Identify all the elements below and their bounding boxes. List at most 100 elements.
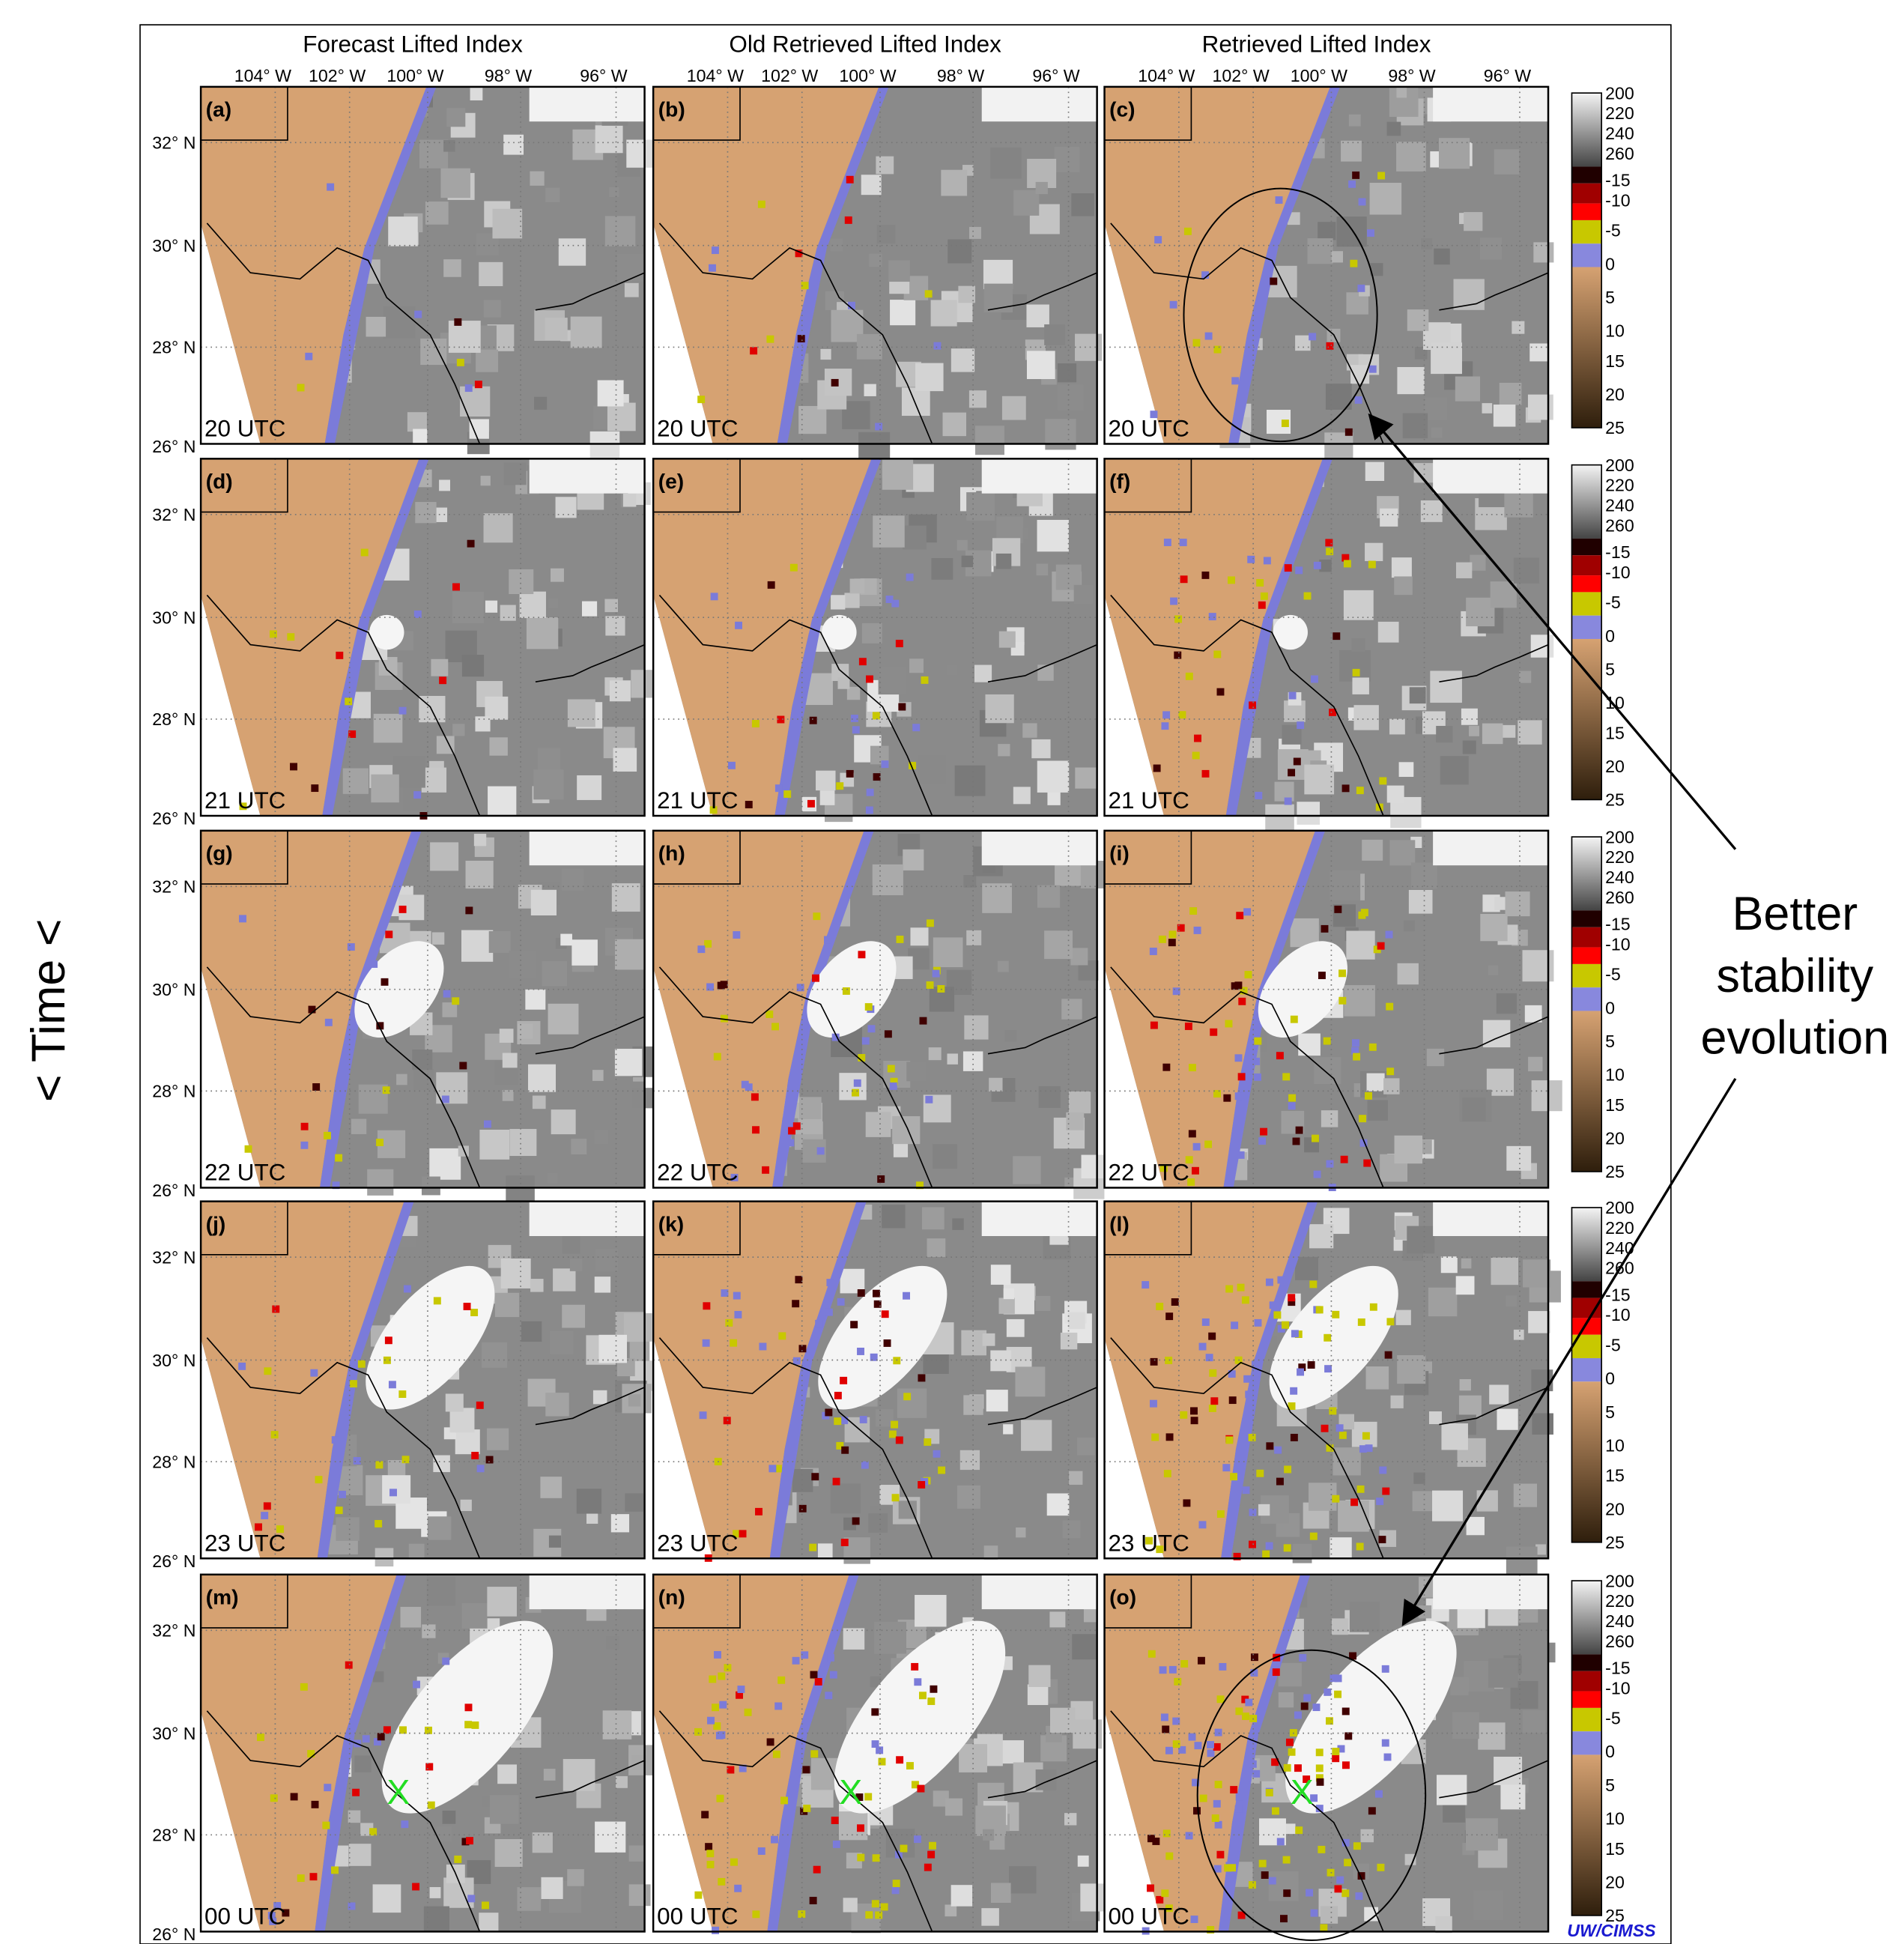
cloud-texture [383, 306, 416, 339]
unstable-pixel [916, 1181, 924, 1190]
cloud-texture [864, 384, 876, 396]
cloud-texture [569, 1259, 583, 1271]
unstable-pixel [1207, 1749, 1215, 1757]
unstable-pixel [1341, 1761, 1350, 1769]
cloud-texture [1336, 216, 1367, 247]
unstable-pixel [1310, 1909, 1318, 1917]
unstable-pixel [1156, 1895, 1164, 1904]
cloud-texture [958, 285, 976, 303]
unstable-pixel [1194, 734, 1201, 742]
unstable-pixel [1213, 345, 1222, 354]
convective-cloud [381, 1620, 554, 1814]
border-line [206, 222, 645, 444]
cloud-texture [351, 1118, 367, 1134]
cloud-texture [408, 1543, 425, 1560]
cloud-texture [1512, 321, 1525, 334]
unstable-pixel [1236, 912, 1244, 920]
cloud-texture [844, 593, 860, 608]
cloud-texture [909, 658, 924, 673]
cloud-texture [431, 932, 445, 945]
unstable-pixel [1154, 236, 1162, 244]
unstable-pixel [1188, 1130, 1196, 1138]
unstable-pixel [871, 1708, 879, 1716]
unstable-pixel [1310, 1794, 1318, 1802]
cloud-texture [1026, 304, 1049, 327]
unstable-pixel [1295, 566, 1303, 575]
cloud-texture [921, 1207, 945, 1230]
unstable-pixel [1303, 1775, 1311, 1784]
unstable-pixel [1188, 1064, 1196, 1072]
colorbar-segment [1571, 1654, 1602, 1671]
unstable-pixel [1224, 1864, 1232, 1872]
cloud-texture [563, 1759, 595, 1791]
cloud-texture [1522, 1710, 1546, 1733]
colorbar-label: 25 [1605, 1162, 1625, 1181]
unstable-pixel [1165, 1356, 1173, 1364]
cloud-texture [613, 748, 637, 772]
unstable-pixel [1189, 907, 1198, 915]
cloud-texture [830, 238, 843, 252]
unstable-pixel [1324, 1365, 1333, 1373]
colorbar-label: 15 [1605, 351, 1625, 371]
unstable-pixel [297, 1874, 305, 1883]
panel-letter: (j) [206, 1212, 226, 1235]
unstable-pixel [413, 791, 422, 799]
unstable-pixel [1351, 1047, 1359, 1055]
unstable-pixel [1332, 1495, 1340, 1503]
colorbar-label: 20 [1605, 1129, 1625, 1148]
cloud-texture [1455, 376, 1480, 402]
cloud-texture [486, 1428, 509, 1450]
unstable-pixel [1276, 1838, 1285, 1846]
cloud-texture [433, 1455, 450, 1473]
unstable-pixel [1284, 797, 1292, 805]
cloud-texture [903, 525, 927, 550]
unstable-pixel [443, 990, 451, 998]
unstable-pixel [324, 1784, 332, 1792]
cloud-texture [819, 790, 835, 805]
unstable-pixel [1213, 1090, 1221, 1097]
colorbar-label: 220 [1605, 847, 1634, 867]
cloud-texture [533, 769, 564, 800]
time-label: 00 UTC [1109, 1904, 1189, 1930]
unstable-pixel [826, 1279, 834, 1287]
panel-border [652, 1200, 1098, 1560]
unstable-pixel [859, 1416, 867, 1423]
panel-border [1103, 829, 1550, 1189]
cloud-texture [975, 426, 1004, 455]
cloud-texture [1450, 1677, 1469, 1695]
cloud-texture [1434, 248, 1450, 265]
cloud-texture [530, 889, 557, 915]
unstable-pixel [315, 1476, 323, 1484]
location-marker: X [839, 1772, 862, 1811]
cloud-texture [1037, 760, 1070, 793]
colorbar-segment [1571, 963, 1602, 988]
unstable-pixel [1158, 935, 1166, 943]
colorbar-label: 15 [1605, 1466, 1625, 1486]
time-label: 22 UTC [657, 1160, 738, 1186]
unstable-pixel [1280, 1915, 1288, 1923]
cloud-top [981, 830, 1097, 866]
cloud-texture [1395, 1309, 1411, 1325]
cloud-texture [506, 1175, 535, 1205]
cloud-texture [1461, 1258, 1472, 1269]
colorbar-label: 10 [1605, 321, 1625, 341]
cloud-texture [1287, 212, 1300, 225]
cloud-texture [1394, 576, 1413, 596]
unstable-pixel [825, 1308, 833, 1316]
unstable-pixel [357, 1360, 366, 1368]
cloud-texture [530, 1279, 544, 1292]
unstable-pixel [471, 1721, 479, 1729]
unstable-pixel [1168, 939, 1176, 947]
cloud-texture [933, 937, 963, 968]
unstable-pixel [1265, 1788, 1273, 1796]
unstable-pixel [840, 1417, 849, 1425]
unstable-pixel [1213, 1865, 1222, 1873]
panel-letter: (c) [1109, 98, 1135, 121]
colorbar-segment [1571, 575, 1602, 593]
cloud-top [1433, 86, 1549, 122]
unstable-pixel [464, 1721, 473, 1729]
cloud-texture [1461, 708, 1478, 725]
convective-cloud [822, 614, 857, 650]
cloud-texture [1320, 1906, 1338, 1924]
cloud-texture [1349, 1602, 1380, 1632]
